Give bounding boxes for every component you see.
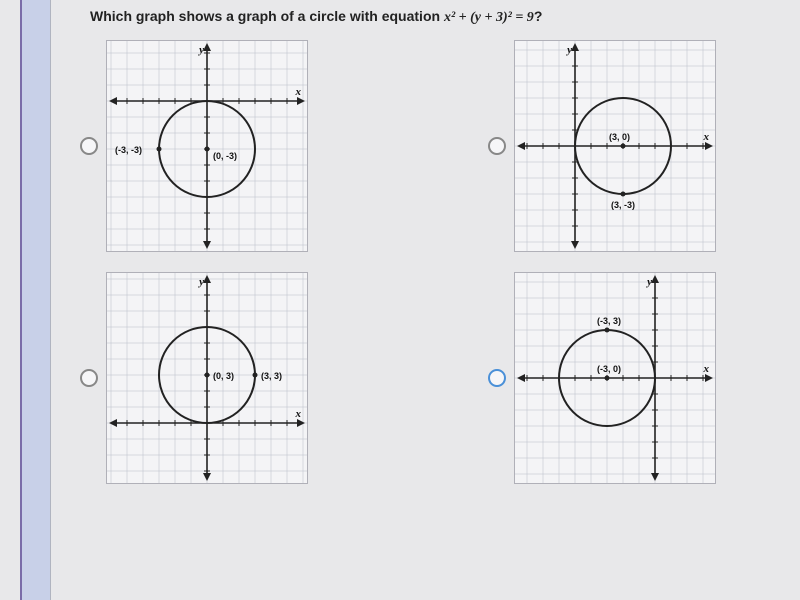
svg-text:(0, 3): (0, 3) — [213, 371, 234, 381]
radio-c[interactable] — [80, 369, 98, 387]
graph-c: y x (0, 3) (3, 3) — [106, 272, 308, 484]
radio-a[interactable] — [80, 137, 98, 155]
svg-text:(3, 3): (3, 3) — [261, 371, 282, 381]
options-row-1: y x (-3, -3) (0, -3) y x (3, 0) (3, -3) — [60, 40, 790, 252]
graph-d: y x (-3, 3) (-3, 0) — [514, 272, 716, 484]
svg-text:y: y — [197, 276, 204, 288]
svg-text:(0, -3): (0, -3) — [213, 151, 237, 161]
svg-text:x: x — [295, 408, 302, 420]
radio-b[interactable] — [488, 137, 506, 155]
svg-text:x: x — [703, 131, 710, 143]
question-equation: x² + (y + 3)² = 9 — [444, 10, 534, 25]
svg-text:(3, -3): (3, -3) — [611, 200, 635, 210]
option-d[interactable]: y x (-3, 3) (-3, 0) — [488, 272, 716, 484]
option-b[interactable]: y x (3, 0) (3, -3) — [488, 40, 716, 252]
option-a[interactable]: y x (-3, -3) (0, -3) — [80, 40, 308, 252]
svg-text:y: y — [197, 44, 204, 56]
svg-text:x: x — [295, 86, 302, 98]
svg-text:(-3, 0): (-3, 0) — [597, 364, 621, 374]
question-text: Which graph shows a graph of a circle wi… — [60, 8, 790, 26]
question-prefix: Which graph shows a graph of a circle wi… — [90, 8, 444, 24]
option-c[interactable]: y x (0, 3) (3, 3) — [80, 272, 308, 484]
question-suffix: ? — [534, 8, 543, 24]
svg-text:x: x — [703, 363, 710, 375]
left-margin-stripe — [20, 0, 51, 600]
svg-text:(-3, 3): (-3, 3) — [597, 316, 621, 326]
question-content: Which graph shows a graph of a circle wi… — [60, 8, 790, 504]
graph-b: y x (3, 0) (3, -3) — [514, 40, 716, 252]
svg-text:(3, 0): (3, 0) — [609, 132, 630, 142]
svg-text:y: y — [645, 276, 652, 288]
svg-text:y: y — [565, 44, 572, 56]
svg-text:(-3, -3): (-3, -3) — [115, 145, 142, 155]
graph-a: y x (-3, -3) (0, -3) — [106, 40, 308, 252]
options-row-2: y x (0, 3) (3, 3) y x (-3, 3) (-3, 0) — [60, 272, 790, 484]
radio-d[interactable] — [488, 369, 506, 387]
